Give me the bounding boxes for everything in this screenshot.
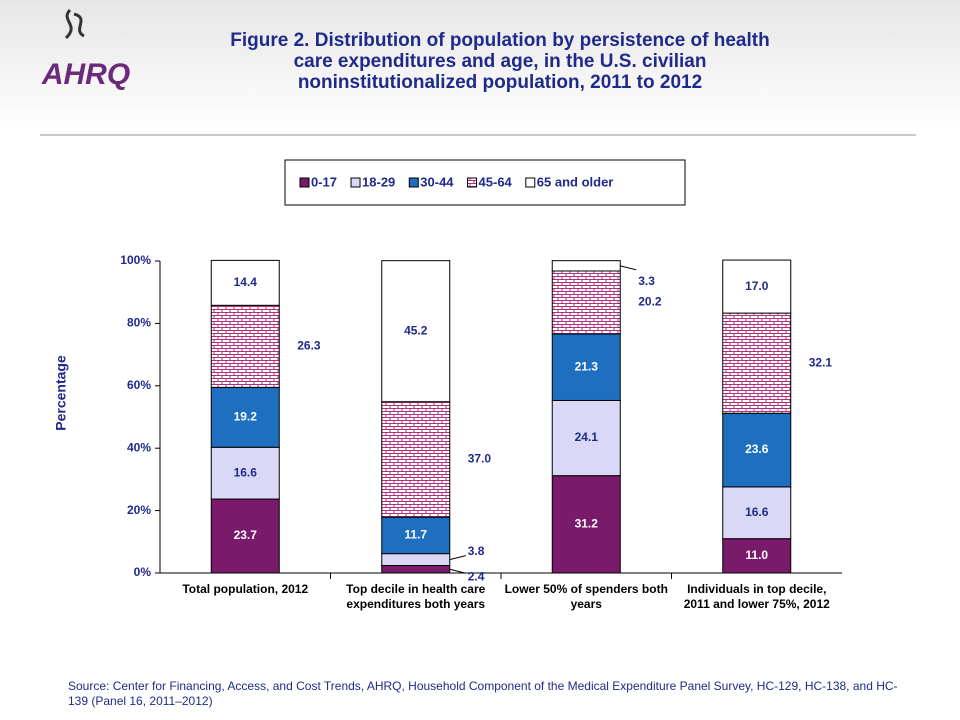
value-label: 3.8 <box>468 544 485 558</box>
bar-segment <box>381 553 451 567</box>
bar-segment <box>722 538 792 574</box>
y-tick-label: 20% <box>127 503 151 517</box>
value-label: 16.6 <box>745 505 769 519</box>
value-label: 26.3 <box>297 339 321 353</box>
y-tick-label: 40% <box>127 440 151 454</box>
y-tick-label: 60% <box>127 378 151 392</box>
value-label: 31.2 <box>575 516 599 530</box>
x-tick-label: Total population, 2012 <box>182 582 309 596</box>
value-label: 32.1 <box>809 355 833 369</box>
value-label: 37.0 <box>468 452 492 466</box>
bar-segment <box>722 486 792 540</box>
value-label: 14.4 <box>234 275 258 289</box>
bar-segment <box>551 333 621 401</box>
legend-label: 18-29 <box>362 174 395 189</box>
source-note: Source: Center for Financing, Access, an… <box>68 679 898 708</box>
bar-segment <box>551 399 621 477</box>
value-label: 23.6 <box>745 442 769 456</box>
bar-segment <box>722 259 792 314</box>
leader-line <box>620 265 637 271</box>
bar-segment <box>551 270 621 335</box>
leader-line <box>449 568 466 574</box>
chart-title: Figure 2. Distribution of population by … <box>230 30 770 93</box>
logo-text: AHRQ <box>41 58 130 91</box>
legend-swatch <box>408 177 419 188</box>
value-label: 23.7 <box>234 528 258 542</box>
value-label: 19.2 <box>234 409 258 423</box>
y-tick-label: 100% <box>120 253 151 267</box>
bar-segment <box>210 259 280 306</box>
y-tick-label: 80% <box>127 316 151 330</box>
y-axis-label: Percentage <box>53 355 69 431</box>
x-tick-label: Lower 50% of spenders both years <box>504 582 668 611</box>
bar-segment <box>381 401 451 518</box>
value-label: 45.2 <box>404 323 428 337</box>
value-label: 16.6 <box>234 465 258 479</box>
legend-label: 0-17 <box>311 174 337 189</box>
value-label: 3.3 <box>638 274 655 288</box>
legend-swatch <box>467 177 478 188</box>
legend-label: 45-64 <box>479 174 513 189</box>
x-tick-label: Individuals in top decile, 2011 and lowe… <box>683 582 830 611</box>
bar-segment <box>551 475 621 574</box>
value-label: 24.1 <box>575 430 599 444</box>
value-label: 2.4 <box>468 569 485 583</box>
value-label: 17.0 <box>745 279 769 293</box>
value-label: 11.7 <box>404 528 427 542</box>
legend-swatch <box>350 177 361 188</box>
bar-segment <box>551 260 621 272</box>
legend-label: 65 and older <box>537 174 614 189</box>
bar-segment <box>210 304 280 388</box>
bar-segment <box>381 260 451 403</box>
value-label: 21.3 <box>575 359 599 373</box>
value-label: 20.2 <box>638 295 662 309</box>
bar-segment <box>381 516 451 555</box>
bar-segment <box>722 312 792 414</box>
legend-swatch <box>525 177 536 188</box>
logo: AHRQ <box>41 8 130 91</box>
value-label: 11.0 <box>745 548 768 562</box>
bar-segment <box>381 565 451 574</box>
legend-label: 30-44 <box>420 174 454 189</box>
y-tick-label: 0% <box>134 565 152 579</box>
x-tick-label: Top decile in health care expenditures b… <box>346 582 486 611</box>
leader-line <box>449 555 466 561</box>
legend-swatch <box>299 177 310 188</box>
bar-segment <box>722 412 792 488</box>
